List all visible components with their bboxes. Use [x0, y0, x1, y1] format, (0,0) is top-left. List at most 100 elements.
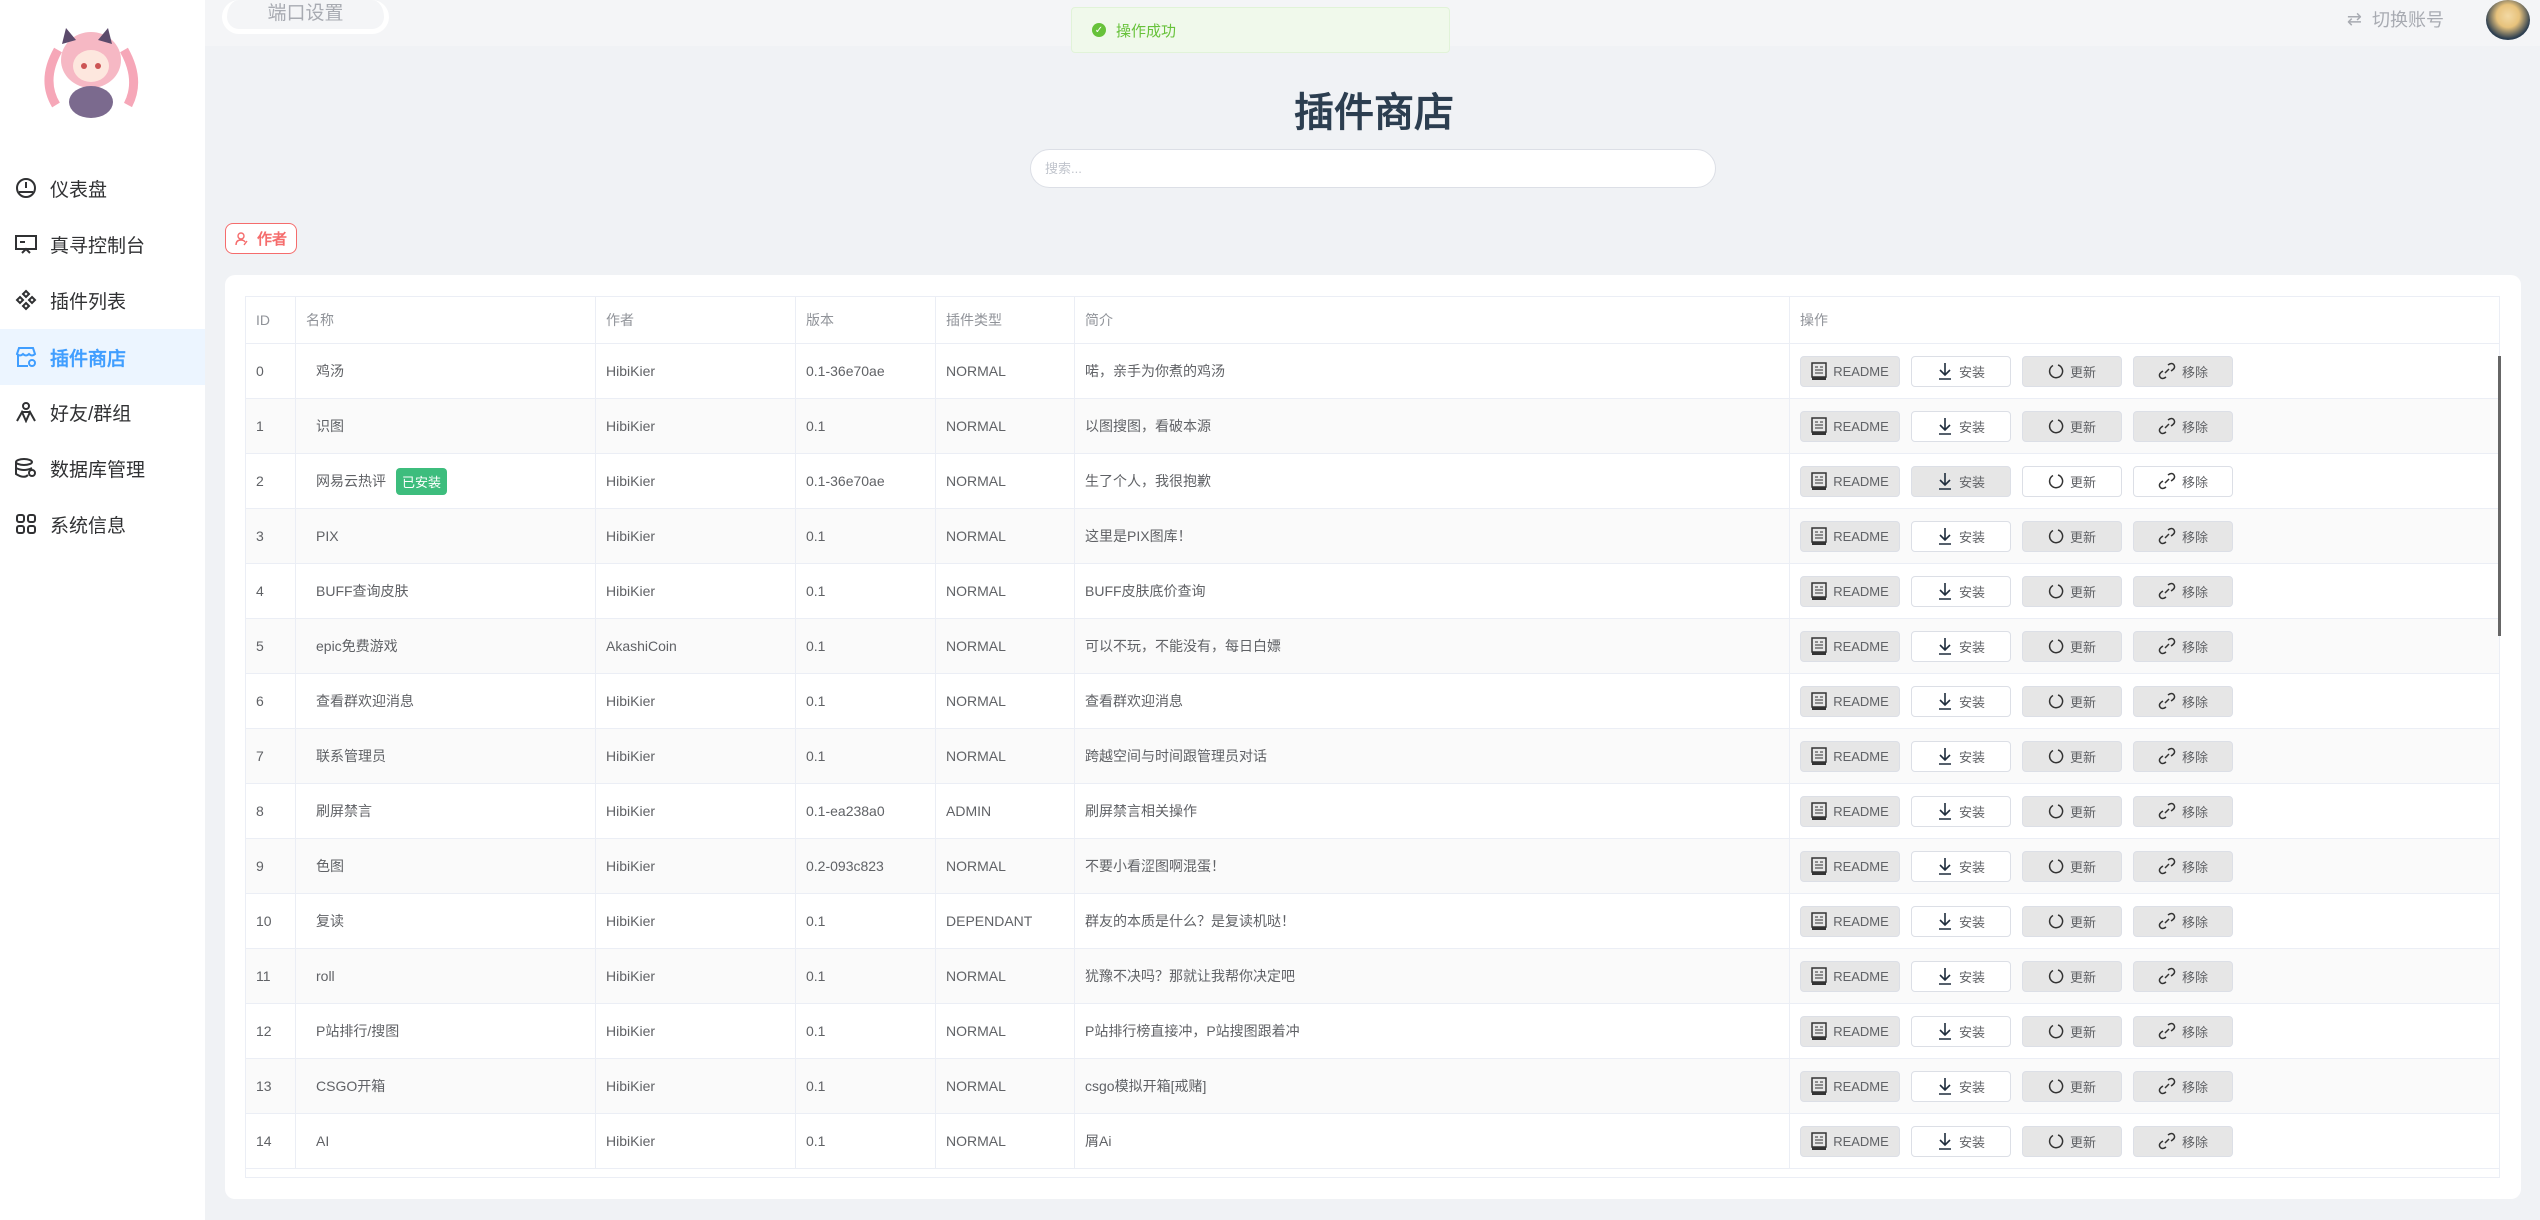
readme-button[interactable]: README [1800, 685, 1900, 717]
update-button[interactable]: 更新 [2022, 685, 2122, 717]
sidebar-item-5[interactable]: 数据库管理 [0, 440, 205, 496]
remove-button[interactable]: 移除 [2133, 850, 2233, 882]
remove-button[interactable]: 移除 [2133, 795, 2233, 827]
table-scrollbar[interactable] [2498, 356, 2501, 636]
remove-button[interactable]: 移除 [2133, 1015, 2233, 1047]
install-button[interactable]: 安装 [1911, 355, 2011, 387]
cell-type: NORMAL [936, 454, 1075, 508]
remove-button[interactable]: 移除 [2133, 410, 2233, 442]
update-button[interactable]: 更新 [2022, 960, 2122, 992]
remove-button[interactable]: 移除 [2133, 740, 2233, 772]
update-icon [2048, 1133, 2064, 1149]
install-label: 安装 [1958, 364, 1985, 380]
update-button[interactable]: 更新 [2022, 1125, 2122, 1157]
update-button[interactable]: 更新 [2022, 355, 2122, 387]
install-button[interactable]: 安装 [1911, 630, 2011, 662]
readme-button[interactable]: README [1800, 575, 1900, 607]
readme-button[interactable]: README [1800, 410, 1900, 442]
install-button[interactable]: 安装 [1911, 520, 2011, 552]
remove-button[interactable]: 移除 [2133, 905, 2233, 937]
remove-button[interactable]: 移除 [2133, 355, 2233, 387]
install-button[interactable]: 安装 [1911, 1125, 2011, 1157]
remove-button[interactable]: 移除 [2133, 1070, 2233, 1102]
install-button[interactable]: 安装 [1911, 960, 2011, 992]
table-row: 14 AI HibiKier 0.1 NORMAL 屑Ai README 安装 更新… [246, 1114, 2499, 1169]
install-button[interactable]: 安装 [1911, 465, 2011, 497]
update-icon [2048, 473, 2064, 489]
remove-icon [2158, 527, 2176, 545]
remove-button[interactable]: 移除 [2133, 1125, 2233, 1157]
cell-author: HibiKier [596, 674, 796, 728]
avatar[interactable] [2486, 0, 2530, 40]
switch-account-button[interactable]: ⇄ 切换账号 [2347, 6, 2444, 32]
readme-icon [1811, 472, 1827, 490]
author-filter-tag[interactable]: 作者 [225, 223, 297, 254]
readme-button[interactable]: README [1800, 1125, 1900, 1157]
install-button[interactable]: 安装 [1911, 685, 2011, 717]
install-button[interactable]: 安装 [1911, 795, 2011, 827]
search-input[interactable] [1030, 149, 1716, 188]
readme-button[interactable]: README [1800, 1070, 1900, 1102]
table-row: 11 roll HibiKier 0.1 NORMAL 犹豫不决吗？那就让我帮你… [246, 949, 2499, 1004]
cell-version: 0.1 [796, 509, 936, 563]
update-icon [2048, 803, 2064, 819]
update-button[interactable]: 更新 [2022, 795, 2122, 827]
install-button[interactable]: 安装 [1911, 740, 2011, 772]
table-row: 8 刷屏禁言 HibiKier 0.1-ea238a0 ADMIN 刷屏禁言相关… [246, 784, 2499, 839]
install-label: 安装 [1958, 804, 1985, 820]
readme-button[interactable]: README [1800, 960, 1900, 992]
readme-button[interactable]: README [1800, 850, 1900, 882]
update-button[interactable]: 更新 [2022, 905, 2122, 937]
port-settings-button[interactable]: 端口设置 [222, 0, 389, 34]
sidebar-item-4[interactable]: 好友/群组 [0, 384, 205, 440]
update-button[interactable]: 更新 [2022, 465, 2122, 497]
update-button[interactable]: 更新 [2022, 630, 2122, 662]
readme-label: README [1833, 363, 1889, 379]
update-button[interactable]: 更新 [2022, 575, 2122, 607]
readme-button[interactable]: README [1800, 1015, 1900, 1047]
cell-actions: README 安装 更新 移除 [1790, 839, 2499, 893]
page-title: 插件商店 [1294, 91, 1454, 135]
sidebar-item-2[interactable]: 插件列表 [0, 272, 205, 328]
update-button[interactable]: 更新 [2022, 410, 2122, 442]
readme-button[interactable]: README [1800, 740, 1900, 772]
header-description: 简介 [1075, 297, 1790, 343]
install-button[interactable]: 安装 [1911, 850, 2011, 882]
sidebar-item-label: 好友/群组 [50, 403, 132, 425]
update-button[interactable]: 更新 [2022, 850, 2122, 882]
update-button[interactable]: 更新 [2022, 1070, 2122, 1102]
sidebar-item-1[interactable]: 真寻控制台 [0, 216, 205, 272]
remove-button[interactable]: 移除 [2133, 630, 2233, 662]
install-icon [1937, 417, 1953, 435]
sidebar-item-3[interactable]: 插件商店 [0, 329, 205, 385]
readme-button[interactable]: README [1800, 630, 1900, 662]
cell-actions: README 安装 更新 移除 [1790, 509, 2499, 563]
sidebar-item-6[interactable]: 系统信息 [0, 496, 205, 552]
remove-button[interactable]: 移除 [2133, 685, 2233, 717]
readme-button[interactable]: README [1800, 905, 1900, 937]
readme-icon [1811, 1077, 1827, 1095]
table-row: 12 P站排行/搜图 HibiKier 0.1 NORMAL P站排行榜直接冲，… [246, 1004, 2499, 1059]
remove-button[interactable]: 移除 [2133, 575, 2233, 607]
remove-button[interactable]: 移除 [2133, 465, 2233, 497]
cell-description: 这里是PIX图库！ [1075, 509, 1790, 563]
grid-icon [14, 512, 38, 536]
install-button[interactable]: 安装 [1911, 1070, 2011, 1102]
table-header: ID 名称 作者 版本 插件类型 简介 操作 [246, 297, 2499, 344]
install-button[interactable]: 安装 [1911, 1015, 2011, 1047]
sidebar-item-0[interactable]: 仪表盘 [0, 160, 205, 216]
readme-button[interactable]: README [1800, 795, 1900, 827]
readme-button[interactable]: README [1800, 520, 1900, 552]
readme-icon [1811, 637, 1827, 655]
install-button[interactable]: 安装 [1911, 410, 2011, 442]
remove-button[interactable]: 移除 [2133, 520, 2233, 552]
update-button[interactable]: 更新 [2022, 740, 2122, 772]
readme-button[interactable]: README [1800, 355, 1900, 387]
install-button[interactable]: 安装 [1911, 575, 2011, 607]
install-button[interactable]: 安装 [1911, 905, 2011, 937]
update-button[interactable]: 更新 [2022, 520, 2122, 552]
readme-button[interactable]: README [1800, 465, 1900, 497]
update-button[interactable]: 更新 [2022, 1015, 2122, 1047]
cell-version: 0.1 [796, 619, 936, 673]
remove-button[interactable]: 移除 [2133, 960, 2233, 992]
